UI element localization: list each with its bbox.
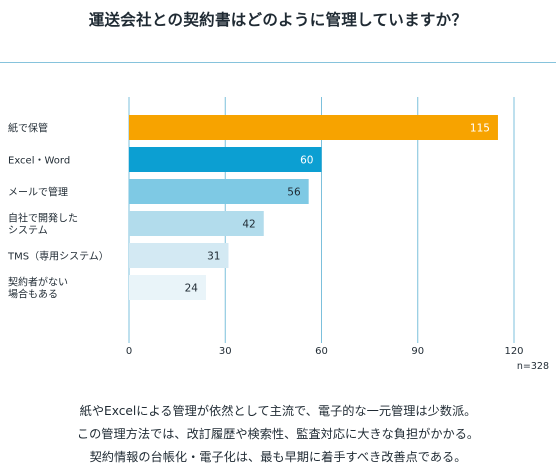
sample-size-note: n=328 <box>517 361 549 372</box>
bar <box>129 275 206 300</box>
bar-value-label: 31 <box>207 251 220 263</box>
bar-value-label: 24 <box>185 283 199 295</box>
caption-line: 紙やExcelによる管理が依然として主流で、電子的な一元管理は少数派。 <box>79 404 477 418</box>
bar <box>129 211 264 236</box>
category-label: TMS（専用システム） <box>7 251 109 263</box>
title-divider <box>0 62 556 63</box>
category-label: 自社で開発したシステム <box>8 212 78 237</box>
bar-value-label: 42 <box>242 219 255 231</box>
caption-line: 契約情報の台帳化・電子化は、最も早期に着手すべき改善点である。 <box>89 450 467 464</box>
x-tick-label: 30 <box>219 346 232 357</box>
bar <box>129 115 498 140</box>
x-tick-label: 0 <box>126 346 132 357</box>
category-label: 契約者がない場合もある <box>8 276 68 301</box>
chart-title: 運送会社との契約書はどのように管理していますか？ <box>88 11 468 29</box>
summary-caption: 紙やExcelによる管理が依然として主流で、電子的な一元管理は少数派。 この管理… <box>0 400 556 469</box>
caption-line: この管理方法では、改訂履歴や検索性、監査対応に大きな負担がかかる。 <box>76 427 480 441</box>
x-tick-label: 90 <box>411 346 424 357</box>
category-label: 紙で保管 <box>8 122 48 135</box>
bar <box>129 243 229 268</box>
bar-value-label: 60 <box>300 155 313 167</box>
x-tick-label: 60 <box>315 346 328 357</box>
bar-value-label: 115 <box>470 123 490 135</box>
bar <box>129 147 322 172</box>
category-label: メールで管理 <box>8 186 68 199</box>
category-label: Excel・Word <box>8 156 70 167</box>
x-tick-label: 120 <box>504 346 523 357</box>
bar-value-label: 56 <box>287 187 301 199</box>
bar-chart: 0 30 60 90 120 n=328 115 紙で保管 60 Excel・Word 56 メールで… <box>7 97 549 372</box>
bar <box>129 179 309 204</box>
